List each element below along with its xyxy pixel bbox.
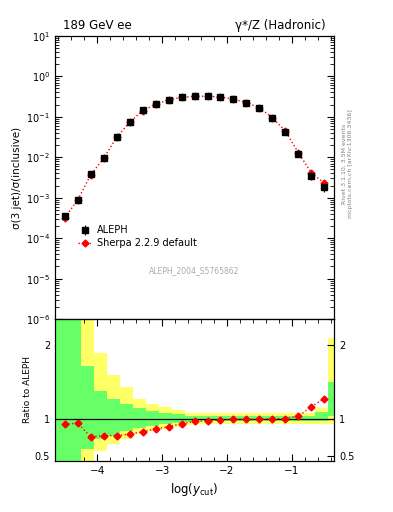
Sherpa 2.2.9 default [192,93,197,99]
Sherpa 2.2.9 default [270,114,275,120]
Text: γ*/Z (Hadronic): γ*/Z (Hadronic) [235,18,326,32]
Sherpa 2.2.9 default [75,197,80,203]
Sherpa 2.2.9 default [153,101,158,108]
Sherpa 2.2.9 default [114,134,119,140]
Sherpa 2.2.9 default [296,150,301,156]
X-axis label: $\log(y_{\rm cut})$: $\log(y_{\rm cut})$ [170,481,219,498]
Sherpa 2.2.9 default [88,172,93,178]
Text: 189 GeV ee: 189 GeV ee [63,18,132,32]
Sherpa 2.2.9 default [127,119,132,125]
Text: Rivet 3.1.10, 3.5M events: Rivet 3.1.10, 3.5M events [342,124,346,204]
Sherpa 2.2.9 default [179,94,184,100]
Line: Sherpa 2.2.9 default: Sherpa 2.2.9 default [62,94,327,220]
Sherpa 2.2.9 default [218,94,223,100]
Sherpa 2.2.9 default [231,96,236,102]
Sherpa 2.2.9 default [62,215,67,221]
Sherpa 2.2.9 default [244,99,249,105]
Y-axis label: Ratio to ALEPH: Ratio to ALEPH [23,356,32,423]
Y-axis label: σ(3 jet)/σ(inclusive): σ(3 jet)/σ(inclusive) [12,126,22,228]
Text: ALEPH_2004_S5765862: ALEPH_2004_S5765862 [149,266,240,275]
Sherpa 2.2.9 default [322,180,327,186]
Sherpa 2.2.9 default [257,105,262,111]
Sherpa 2.2.9 default [166,97,171,103]
Sherpa 2.2.9 default [283,128,288,134]
Sherpa 2.2.9 default [101,155,106,161]
Sherpa 2.2.9 default [140,108,145,114]
Sherpa 2.2.9 default [309,170,314,176]
Text: mcplots.cern.ch [arXiv:1306.3436]: mcplots.cern.ch [arXiv:1306.3436] [348,110,353,218]
Legend: ALEPH, Sherpa 2.2.9 default: ALEPH, Sherpa 2.2.9 default [74,221,201,252]
Sherpa 2.2.9 default [205,93,210,99]
